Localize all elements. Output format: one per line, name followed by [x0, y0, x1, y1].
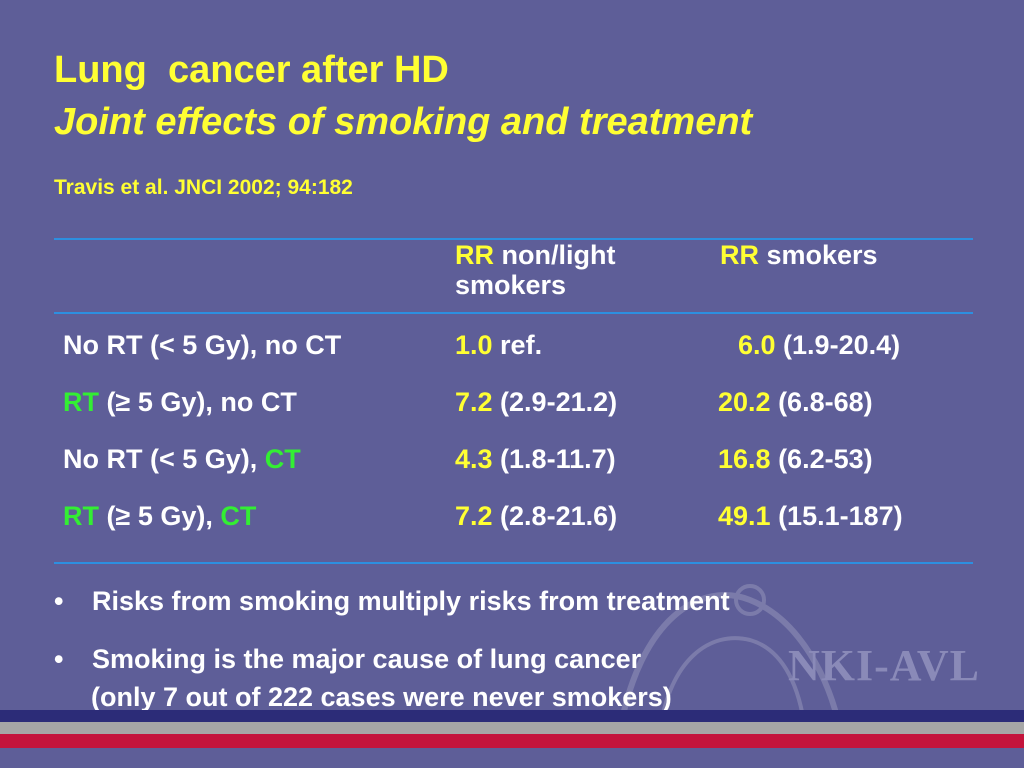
row-label-segment: (≥ 5 Gy), no CT	[99, 387, 297, 417]
rr-value: 1.0	[455, 330, 493, 360]
rr-value: 7.2	[455, 501, 493, 531]
header-smokers-text: smokers	[759, 240, 878, 270]
title-line-1: Lung cancer after HD	[54, 49, 449, 91]
rr-ci: (1.9-20.4)	[775, 330, 901, 360]
bullet-marker: •	[54, 644, 64, 674]
row-label-segment: CT	[220, 501, 257, 531]
row-label-segment: RT	[63, 387, 99, 417]
rr-smokers-cell: 49.1 (15.1-187)	[718, 501, 958, 531]
watermark-graphic	[617, 584, 843, 731]
row-label-segment: No RT (< 5 Gy), no CT	[63, 330, 342, 360]
rr-ci: (15.1-187)	[770, 501, 903, 531]
slide-title: Lung cancer after HD Joint effects of sm…	[54, 44, 752, 148]
table-bottom-rule	[54, 562, 973, 564]
rr-nonlight-cell: 7.2 (2.9-21.2)	[455, 387, 617, 417]
citation: Travis et al. JNCI 2002; 94:182	[54, 176, 353, 199]
rr-value: 6.0	[738, 330, 776, 360]
table-top-rule	[54, 238, 973, 240]
rr-smokers-cell: 6.0 (1.9-20.4)	[738, 330, 978, 360]
rr-value: 16.8	[718, 444, 771, 474]
row-label: RT (≥ 5 Gy), CT	[63, 501, 256, 531]
rr-nonlight-cell: 4.3 (1.8-11.7)	[455, 444, 616, 474]
row-label: No RT (< 5 Gy), CT	[63, 444, 301, 474]
title-line-2: Joint effects of smoking and treatment	[54, 101, 753, 143]
rr-ci: (6.8-68)	[770, 387, 873, 417]
rr-value: 4.3	[455, 444, 493, 474]
header-rr-label: RR	[720, 240, 759, 270]
rr-value: 7.2	[455, 387, 493, 417]
row-label-segment: RT	[63, 501, 99, 531]
header-nonlight-text: non/light	[494, 240, 616, 270]
bullet-continuation: (only 7 out of 222 cases were never smok…	[91, 682, 672, 712]
header-rr-nonlight: RR non/light smokers	[455, 240, 615, 300]
rr-smokers-cell: 16.8 (6.2-53)	[718, 444, 958, 474]
rr-smokers-cell: 20.2 (6.8-68)	[718, 387, 958, 417]
rr-ci: ref.	[492, 330, 543, 360]
footer-band-red	[0, 734, 1024, 748]
row-label: RT (≥ 5 Gy), no CT	[63, 387, 297, 417]
bullet-text: Smoking is the major cause of lung cance…	[92, 644, 642, 674]
rr-ci: (2.8-21.6)	[492, 501, 618, 531]
row-label-segment: CT	[264, 444, 301, 474]
bullet-text: Risks from smoking multiply risks from t…	[92, 586, 730, 616]
rr-value: 49.1	[718, 501, 771, 531]
rr-ci: (1.8-11.7)	[492, 444, 616, 474]
row-label-segment: (≥ 5 Gy),	[99, 501, 221, 531]
nki-avl-logo: NKI-AVL	[788, 641, 981, 690]
footer-band-navy	[0, 710, 1024, 722]
table-header-rule	[54, 312, 973, 314]
rr-value: 20.2	[718, 387, 771, 417]
header-rr-smokers: RR smokers	[720, 240, 878, 270]
rr-nonlight-cell: 7.2 (2.8-21.6)	[455, 501, 617, 531]
row-label: No RT (< 5 Gy), no CT	[63, 330, 341, 360]
rr-nonlight-cell: 1.0 ref.	[455, 330, 542, 360]
header-smokers-text: smokers	[455, 270, 567, 300]
row-label-segment: No RT (< 5 Gy),	[63, 444, 265, 474]
rr-ci: (6.2-53)	[770, 444, 873, 474]
footer-band-grey	[0, 722, 1024, 734]
bullet-marker: •	[54, 586, 64, 616]
header-rr-label: RR	[455, 240, 494, 270]
rr-ci: (2.9-21.2)	[492, 387, 618, 417]
